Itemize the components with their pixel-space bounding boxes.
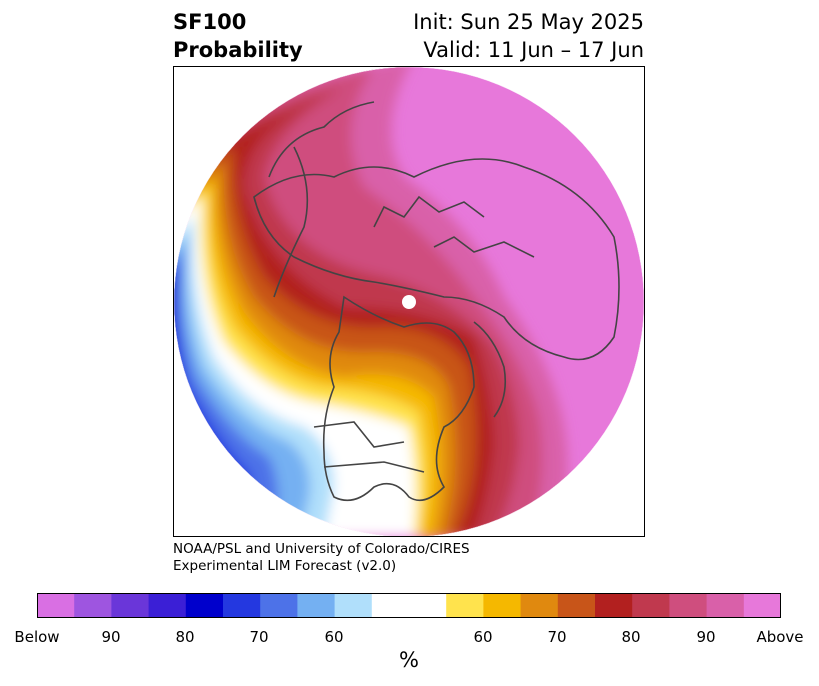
title-right: Init: Sun 25 May 2025 Valid: 11 Jun – 17… [413,8,644,64]
colorbar-swatch [669,593,708,618]
cbar-tick-below-90: 90 [101,628,121,646]
cbar-tick-above-90: 90 [696,628,716,646]
colorbar-swatch [37,593,75,618]
cbar-tick-above-70: 70 [547,628,567,646]
north-pole-marker [402,295,416,309]
colorbar-swatch [706,593,745,618]
colorbar-unit: % [399,648,419,672]
credit-line-2: Experimental LIM Forecast (v2.0) [173,558,397,574]
colorbar-swatch [371,593,410,618]
colorbar-border [37,593,781,618]
colorbar-swatch [148,593,187,618]
credit: NOAA/PSL and University of Colorado/CIRE… [173,541,470,575]
valid-range: Valid: 11 Jun – 17 Jun [423,38,644,62]
cbar-tick-above-80: 80 [621,628,641,646]
polar-map-svg [174,67,644,536]
init-date: Init: Sun 25 May 2025 [413,10,644,34]
colorbar-swatch [334,593,373,618]
colorbar-swatch [223,593,261,618]
title-probability: Probability [173,38,303,62]
colorbar-swatch [557,593,596,618]
colorbar-swatch [446,593,484,618]
cbar-tick-below-70: 70 [249,628,269,646]
cbar-tick-below: Below [14,628,60,646]
credit-line-1: NOAA/PSL and University of Colorado/CIRE… [173,541,470,557]
colorbar [37,593,781,618]
colorbar-swatch [74,593,112,618]
colorbar-swatch [185,593,224,618]
colorbar-swatch [595,593,633,618]
cbar-tick-below-60: 60 [324,628,344,646]
colorbar-swatch [260,593,298,618]
colorbar-swatch [632,593,670,618]
colorbar-swatch [297,593,336,618]
colorbar-swatch [111,593,150,618]
cbar-tick-above: Above [756,628,804,646]
coastlines [253,101,620,502]
colorbar-swatch [743,593,781,618]
cbar-tick-above-60: 60 [473,628,493,646]
title-left: SF100 Probability [173,8,303,64]
forecast-map [173,66,645,537]
colorbar-swatch [483,593,522,618]
title-variable: SF100 [173,10,247,34]
cbar-tick-below-80: 80 [175,628,195,646]
colorbar-swatch [409,593,447,618]
colorbar-swatch [520,593,559,618]
